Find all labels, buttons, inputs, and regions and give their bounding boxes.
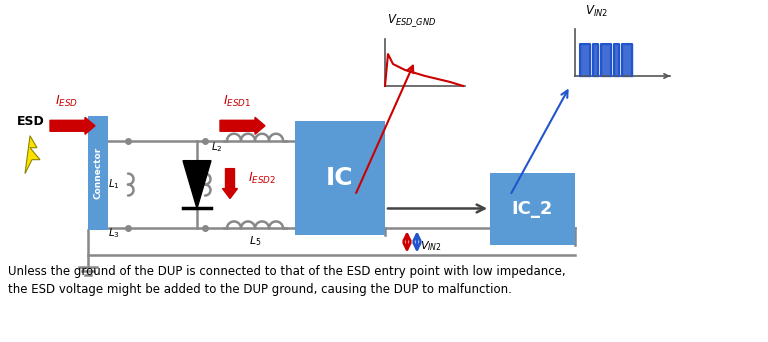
Polygon shape [25,136,40,174]
FancyArrow shape [50,117,95,134]
Text: $L_2$: $L_2$ [211,140,223,154]
Text: $I_{ESD2}$: $I_{ESD2}$ [248,171,276,186]
Text: $V_{IN2}$: $V_{IN2}$ [585,4,608,19]
Text: Connector: Connector [94,147,102,199]
Text: $V_{ESD\_GND}$: $V_{ESD\_GND}$ [387,12,436,29]
Bar [88,116,108,231]
Polygon shape [183,161,211,209]
FancyArrow shape [223,169,237,198]
Text: ESD: ESD [17,115,45,128]
FancyArrow shape [220,117,265,134]
Text: $L_4$: $L_4$ [249,119,261,133]
Text: Unless the ground of the DUP is connected to that of the ESD entry point with lo: Unless the ground of the DUP is connecte… [8,265,565,278]
Text: IC_2: IC_2 [511,200,553,218]
Text: $L_3$: $L_3$ [108,226,120,240]
Text: $I_{ESD1}$: $I_{ESD1}$ [223,94,251,109]
Text: IC: IC [326,166,354,190]
Text: $I_{ESD}$: $I_{ESD}$ [55,94,78,109]
Bar [490,173,575,245]
Text: $L_1$: $L_1$ [108,178,120,192]
Text: the ESD voltage might be added to the DUP ground, causing the DUP to malfunction: the ESD voltage might be added to the DU… [8,283,512,296]
Text: $V_{IN2}$: $V_{IN2}$ [420,239,442,253]
Text: $L_5$: $L_5$ [249,234,261,248]
Bar [295,121,385,235]
